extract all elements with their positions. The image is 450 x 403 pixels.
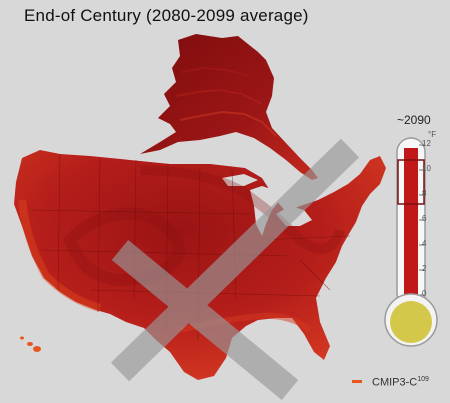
alaska-region	[140, 34, 318, 180]
contour-band	[18, 199, 102, 312]
thermometer-year-label: ~2090	[397, 113, 431, 127]
credit-superscript: 109	[417, 376, 429, 383]
watermark-x	[110, 138, 360, 401]
alaska-contour	[181, 66, 251, 77]
contiguous-us-region	[14, 150, 386, 380]
alaska-contour	[179, 110, 277, 137]
thermometer-tick-label: 0	[422, 289, 427, 298]
hawaii-region	[20, 336, 41, 352]
model-credit: CMIP3-C109	[372, 376, 429, 389]
territory-region	[352, 380, 362, 383]
great-lakes	[222, 174, 258, 186]
thermometer	[384, 137, 438, 347]
thermometer-unit-label: °F	[428, 130, 437, 139]
thermometer-tick-label: 4	[422, 239, 427, 248]
thermometer-tick-label: 8	[422, 189, 427, 198]
alaska-contour	[175, 88, 263, 105]
credit-text: CMIP3-C	[372, 376, 418, 389]
thermometer-tick-label: 12	[422, 139, 431, 148]
thermometer-tick-label: 6	[422, 214, 427, 223]
thermometer-fill	[404, 148, 418, 313]
thermometer-range-bracket	[397, 159, 425, 205]
thermometer-tick-label: 10	[422, 164, 431, 173]
thermometer-tick-label: 2	[422, 264, 427, 273]
contour-band	[139, 165, 345, 254]
contour-band	[63, 207, 187, 287]
map-title: End-of Century (2080-2099 average)	[24, 6, 309, 25]
thermometer-bulb	[390, 301, 432, 343]
